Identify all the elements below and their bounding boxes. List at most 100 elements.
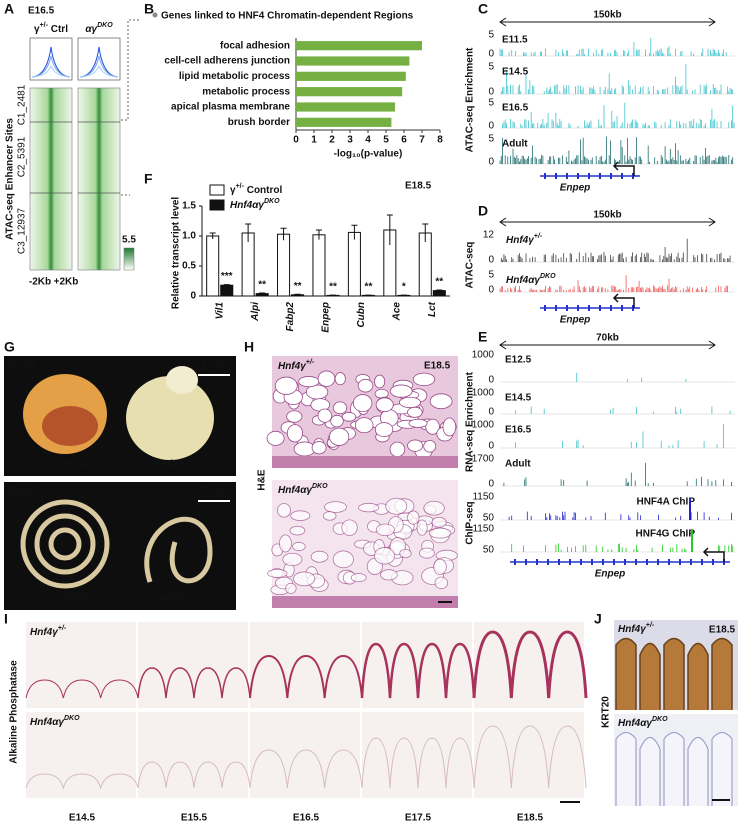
category-label: focal adhesion bbox=[220, 40, 290, 51]
villus bbox=[711, 732, 733, 806]
track-tick-label: 0 bbox=[488, 121, 494, 132]
exon bbox=[602, 559, 604, 565]
profile-curve bbox=[79, 46, 119, 78]
signal-track bbox=[515, 424, 724, 448]
panel-label: F bbox=[144, 171, 153, 187]
villus bbox=[286, 424, 303, 443]
chart-title: Genes linked to HNF4 Chromatin-dependent… bbox=[161, 11, 414, 22]
genotype-label-sup: +/- bbox=[58, 625, 67, 632]
bar bbox=[432, 290, 446, 297]
genotype-label-sup: DKO bbox=[189, 457, 205, 464]
muscle-layer bbox=[272, 596, 458, 608]
ap-stain-image bbox=[26, 622, 136, 708]
villus bbox=[389, 384, 413, 398]
exon bbox=[621, 173, 623, 179]
embryo-gut bbox=[42, 406, 98, 446]
track-name-sup: +/- bbox=[534, 233, 543, 240]
genotype-label: Hnf4γ+/- bbox=[62, 591, 99, 603]
villus bbox=[352, 394, 373, 413]
scale-label: 150kb bbox=[593, 210, 621, 221]
genotype-label: Hnf4γ+/- bbox=[30, 625, 67, 637]
significance: ** bbox=[294, 281, 302, 292]
exon bbox=[599, 173, 601, 179]
genotype-label-sup: +/- bbox=[306, 359, 315, 366]
villus bbox=[407, 510, 420, 525]
villus-outline bbox=[249, 749, 363, 789]
exon bbox=[588, 305, 590, 311]
genotype-label-base: Hnf4γ bbox=[618, 624, 647, 635]
x-tick-label: 3 bbox=[347, 135, 353, 146]
villus-outline bbox=[25, 679, 139, 699]
y-tick-label: 1.5 bbox=[182, 201, 196, 212]
villus bbox=[266, 430, 285, 446]
stage-label: E17.5 bbox=[405, 813, 432, 824]
error-bar bbox=[245, 223, 252, 242]
exon bbox=[632, 305, 634, 311]
column-header-base: αγ bbox=[85, 24, 98, 35]
profile-frame bbox=[29, 37, 73, 81]
exon bbox=[588, 173, 590, 179]
villus bbox=[292, 541, 306, 552]
bar bbox=[418, 232, 432, 297]
track-name: Hnf4αγDKO bbox=[506, 273, 556, 285]
scale-bar bbox=[499, 217, 716, 227]
legend-label-after: Control bbox=[244, 185, 283, 196]
villus bbox=[317, 370, 336, 387]
villus bbox=[341, 519, 358, 536]
track-tick-label: 5 bbox=[488, 98, 494, 109]
exon bbox=[621, 305, 623, 311]
track-tick-label: 5 bbox=[488, 30, 494, 41]
track-tick-label: 0 bbox=[488, 87, 494, 98]
villus bbox=[286, 410, 303, 423]
connector bbox=[121, 19, 140, 121]
legend-label-sup: +/- bbox=[236, 183, 245, 190]
y-axis-label: ATAC-seq bbox=[465, 242, 476, 289]
villus bbox=[277, 503, 291, 518]
genotype-label-base: Hnf4αγ bbox=[155, 459, 190, 470]
exon bbox=[599, 305, 601, 311]
exon bbox=[668, 559, 670, 565]
track-tick-label: 1150 bbox=[472, 492, 494, 503]
signal-track bbox=[499, 136, 734, 164]
bar bbox=[296, 41, 422, 51]
genotype-label: Hnf4αγDKO bbox=[278, 483, 328, 495]
x-axis-label: -log₁₀(p-value) bbox=[334, 149, 403, 160]
villus-outline bbox=[360, 642, 476, 699]
legend-label-base: Hnf4αγ bbox=[230, 200, 265, 211]
villus bbox=[399, 548, 412, 559]
track-name: HNF4A ChIP bbox=[636, 497, 695, 508]
heatmap bbox=[29, 87, 73, 271]
exon bbox=[657, 559, 659, 565]
genotype-label-sup: DKO bbox=[652, 716, 668, 723]
genotype-label: Hnf4γ+/- bbox=[618, 622, 655, 634]
panel-label: G bbox=[4, 339, 15, 355]
villus bbox=[267, 568, 288, 578]
bar bbox=[296, 71, 406, 81]
x-label: +2Kb bbox=[54, 277, 79, 288]
tss-arrow bbox=[702, 547, 725, 562]
track-tick-label: 0 bbox=[488, 49, 494, 60]
villus bbox=[332, 550, 354, 569]
villus-outline bbox=[25, 773, 139, 790]
bar bbox=[296, 56, 410, 66]
villus bbox=[334, 372, 346, 386]
stage-label: E18.5 bbox=[10, 487, 37, 498]
category-label: cell-cell adherens junction bbox=[164, 56, 290, 67]
track-tick-label: 1700 bbox=[472, 454, 495, 465]
ap-stain-image bbox=[362, 712, 472, 798]
scale-label: 2 mm bbox=[201, 361, 227, 372]
bar bbox=[347, 231, 361, 297]
error-bar bbox=[400, 294, 407, 296]
exon bbox=[632, 173, 634, 179]
villus bbox=[317, 408, 333, 423]
track-name: HNF4G ChIP bbox=[636, 529, 696, 540]
genotype-label-base: Hnf4γ bbox=[62, 593, 91, 604]
y-axis-label: ATAC-seq Enrichment bbox=[465, 47, 476, 152]
villus bbox=[375, 523, 395, 537]
villus bbox=[350, 573, 367, 583]
error-bar bbox=[365, 294, 372, 296]
y-axis-label: ChIP-seq bbox=[465, 501, 476, 544]
gene-label: Enpep bbox=[560, 183, 591, 194]
villus bbox=[407, 406, 423, 418]
